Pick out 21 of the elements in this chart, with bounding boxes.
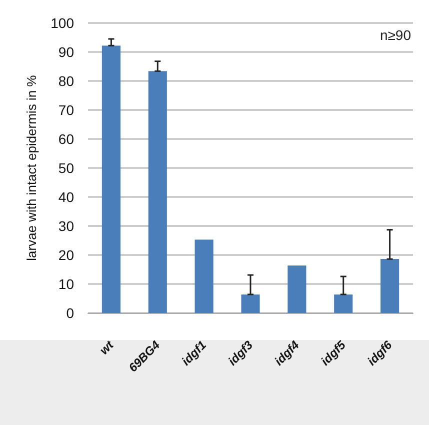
bar — [241, 294, 260, 313]
y-axis-title: larvae with intact epidermis in % — [24, 74, 39, 261]
y-tick-label: 100 — [50, 15, 74, 31]
bar — [194, 240, 214, 313]
y-tick-label: 20 — [58, 247, 74, 263]
y-tick-label: 70 — [58, 102, 74, 118]
bar — [148, 71, 167, 313]
y-tick-label: 90 — [58, 44, 74, 60]
y-tick-label: 0 — [66, 305, 74, 321]
y-tick-label: 40 — [58, 189, 74, 205]
bar — [380, 259, 400, 313]
y-tick-label: 30 — [58, 218, 74, 234]
x-tick-label: wt — [96, 337, 117, 358]
annotation: n≥90 — [380, 27, 412, 43]
y-tick-label: 10 — [58, 276, 74, 292]
y-tick-label: 50 — [58, 160, 74, 176]
bar — [288, 265, 306, 313]
bar — [334, 294, 353, 313]
bar — [102, 46, 120, 313]
y-tick-label: 60 — [58, 131, 74, 147]
y-tick-label: 80 — [58, 73, 74, 89]
